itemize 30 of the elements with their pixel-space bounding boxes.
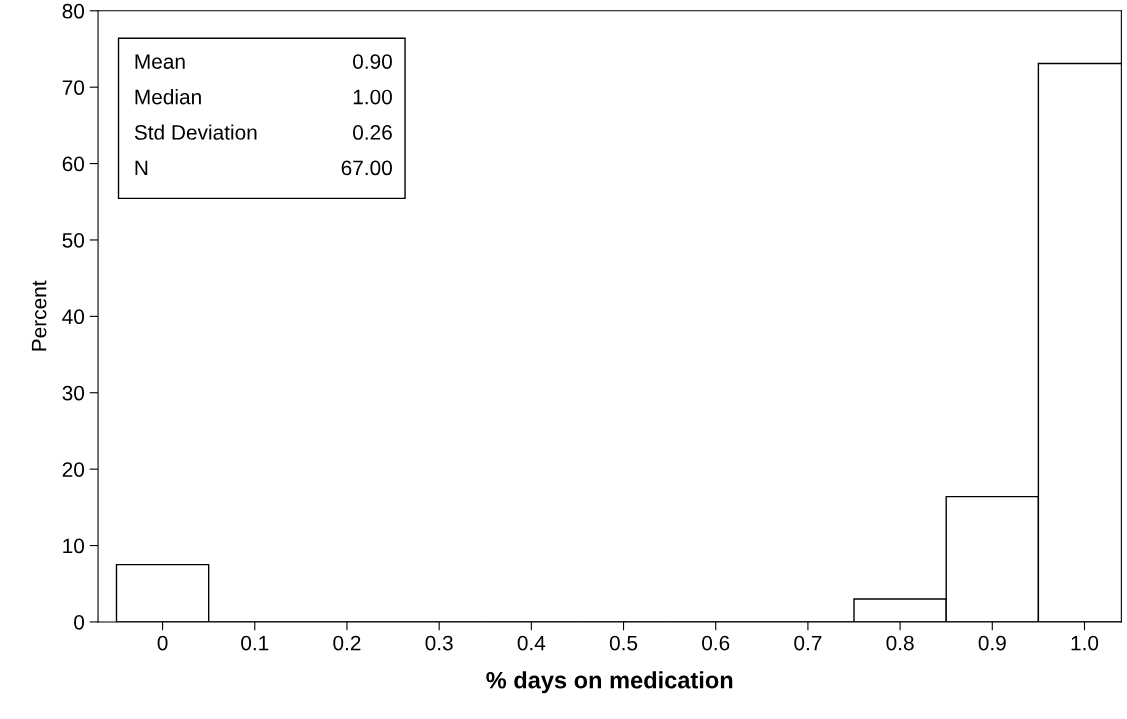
annotation: Std Deviation — [134, 124, 257, 140]
y-tick-label: 20 — [62, 462, 85, 477]
x-tick-label: 0.6 — [702, 635, 730, 651]
y-tick-label: 50 — [62, 232, 85, 248]
x-tick-label: 0.8 — [886, 635, 914, 651]
x-tick-label: 0.1 — [241, 635, 269, 651]
annotation: N — [135, 160, 148, 176]
y-tick-label: 70 — [62, 80, 85, 95]
y-tick-label: 0 — [74, 614, 85, 630]
annotation: 0.26 — [353, 125, 392, 140]
x-tick-label: 1.0 — [1071, 635, 1099, 651]
x-tick-label: 0.5 — [609, 635, 638, 651]
x-tick-label: 0.7 — [794, 635, 822, 651]
annotation: Median — [135, 89, 201, 105]
y-tick-label: 10 — [63, 538, 85, 554]
x-tick-label: 0.9 — [978, 635, 1006, 651]
y-axis-title: Percent — [31, 280, 47, 351]
x-axis-title: % days on medication — [486, 671, 733, 694]
y-tick-label: 60 — [62, 156, 85, 172]
x-tick-label: 0.4 — [517, 635, 546, 651]
x-tick-label: 0.2 — [333, 635, 361, 651]
y-tick-label: 40 — [62, 309, 85, 325]
x-tick-label: 0 — [157, 635, 168, 651]
y-tick-label: 80 — [62, 3, 85, 19]
annotation: 0.90 — [353, 54, 392, 69]
x-tick-label: 0.3 — [425, 635, 453, 651]
annotation: Mean — [135, 54, 185, 69]
annotation: 1.00 — [353, 89, 392, 105]
annotation: 67.00 — [341, 160, 392, 176]
y-tick-label: 30 — [62, 385, 85, 401]
